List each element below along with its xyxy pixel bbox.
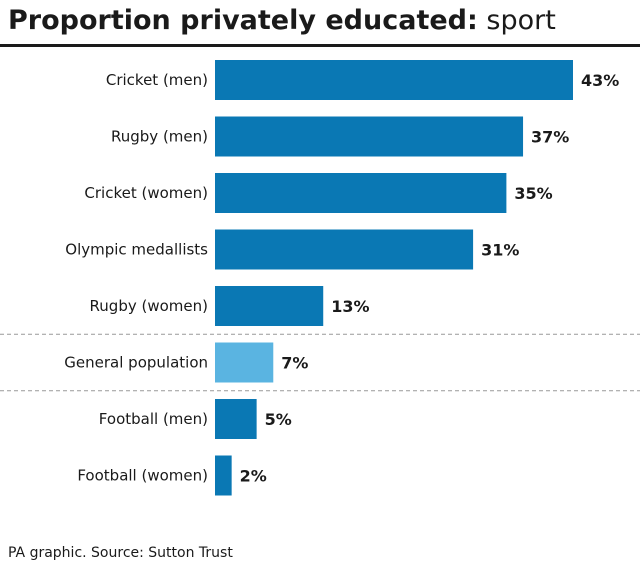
- chart-title-sub: sport: [486, 5, 556, 36]
- bar: [215, 229, 474, 270]
- value-label: 2%: [240, 467, 267, 486]
- value-label: 37%: [531, 128, 569, 147]
- value-label: 43%: [581, 71, 619, 90]
- bar: [215, 173, 507, 213]
- value-label: 35%: [514, 184, 552, 203]
- category-label: Football (women): [77, 467, 208, 485]
- chart-title-main: Proportion privately educated:: [8, 5, 478, 36]
- bar: [215, 455, 232, 496]
- category-label: Rugby (men): [111, 128, 208, 146]
- value-label: 31%: [481, 241, 519, 260]
- bar-chart: Cricket (men) 43% Rugby (men) 37% Cricket (w…: [0, 60, 640, 496]
- source-note: PA graphic. Source: Sutton Trust: [8, 545, 233, 561]
- category-label: Cricket (men): [106, 71, 208, 89]
- value-label: 7%: [281, 354, 308, 373]
- category-label: Cricket (women): [84, 184, 208, 202]
- bar: [215, 286, 324, 326]
- bar: [215, 116, 524, 157]
- value-label: 13%: [331, 297, 369, 316]
- bar: [215, 399, 257, 439]
- chart-title: Proportion privately educated: sport: [8, 4, 556, 38]
- category-label: Rugby (women): [90, 297, 208, 315]
- category-label: Olympic medallists: [65, 241, 208, 259]
- bar: [215, 342, 274, 383]
- value-label: 5%: [265, 410, 292, 429]
- category-label: General population: [64, 354, 208, 372]
- title-rule: [0, 44, 640, 47]
- category-label: Football (men): [99, 410, 208, 428]
- bar: [215, 60, 573, 100]
